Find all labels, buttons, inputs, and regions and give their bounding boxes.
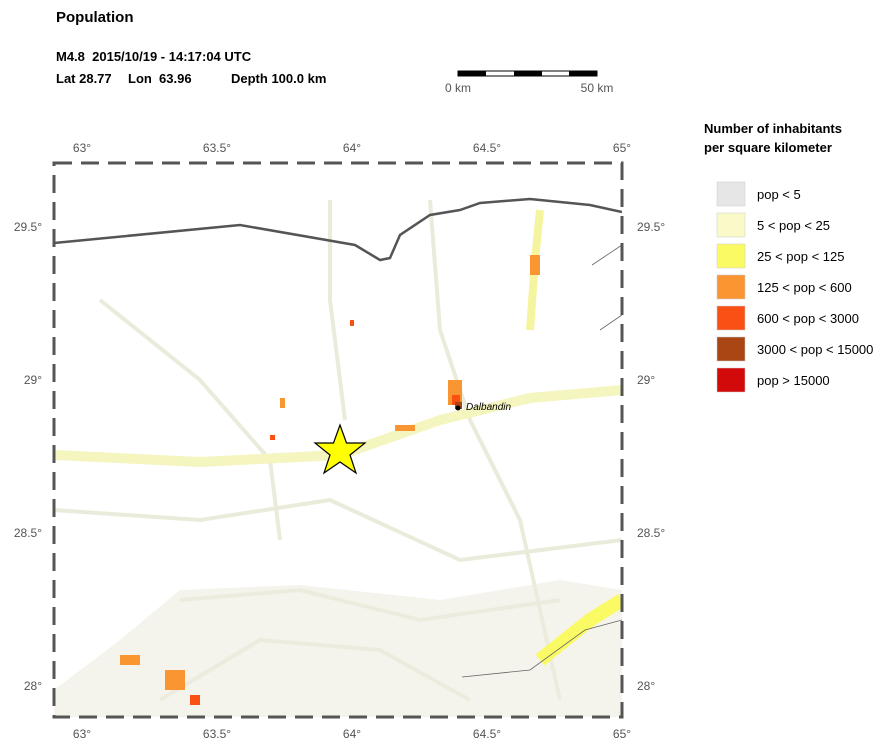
lon-tick-label: 64.5° — [473, 141, 501, 155]
event-depth: Depth 100.0 km — [231, 71, 326, 86]
legend-label: 125 < pop < 600 — [757, 280, 852, 295]
map-area — [54, 163, 622, 717]
lat-tick-label: 29.5° — [14, 220, 42, 234]
lon-tick-label: 65° — [613, 727, 631, 741]
legend-swatch — [716, 336, 746, 362]
legend-swatch — [716, 181, 746, 207]
lat-tick-label: 29.5° — [637, 220, 665, 234]
scale-label: 50 km — [581, 81, 614, 95]
legend-label: pop > 15000 — [757, 373, 830, 388]
legend-swatch — [716, 212, 746, 238]
legend-label: 5 < pop < 25 — [757, 218, 830, 233]
lat-tick-label: 29° — [24, 373, 42, 387]
event-lon: Lon 63.96 — [128, 71, 192, 86]
lon-tick-label: 63.5° — [203, 141, 231, 155]
lon-tick-label: 64° — [343, 141, 361, 155]
place-label: Dalbandin — [466, 402, 511, 413]
legend-title: per square kilometer — [704, 140, 832, 155]
legend-swatch — [716, 243, 746, 269]
legend-swatch — [716, 305, 746, 331]
legend-title: Number of inhabitants — [704, 121, 842, 136]
scale-label: 0 km — [445, 81, 471, 95]
lat-tick-label: 29° — [637, 373, 655, 387]
event-lat: Lat 28.77 — [56, 71, 112, 86]
lon-tick-label: 63° — [73, 141, 91, 155]
legend-label: 3000 < pop < 15000 — [757, 342, 873, 357]
legend-swatch — [716, 367, 746, 393]
lat-tick-label: 28° — [637, 679, 655, 693]
legend-label: 600 < pop < 3000 — [757, 311, 859, 326]
lon-tick-label: 63.5° — [203, 727, 231, 741]
legend-label: 25 < pop < 125 — [757, 249, 844, 264]
lon-tick-label: 64.5° — [473, 727, 501, 741]
lon-tick-label: 64° — [343, 727, 361, 741]
event-info: M4.8 2015/10/19 - 14:17:04 UTC — [56, 49, 252, 64]
legend-label: pop < 5 — [757, 187, 801, 202]
legend-swatch — [716, 274, 746, 300]
lon-tick-label: 63° — [73, 727, 91, 741]
map-frame — [52, 161, 624, 719]
lat-tick-label: 28.5° — [14, 526, 42, 540]
lat-tick-label: 28° — [24, 679, 42, 693]
scale-bar — [457, 70, 598, 77]
lat-tick-label: 28.5° — [637, 526, 665, 540]
lon-tick-label: 65° — [613, 141, 631, 155]
title: Population — [56, 9, 134, 26]
